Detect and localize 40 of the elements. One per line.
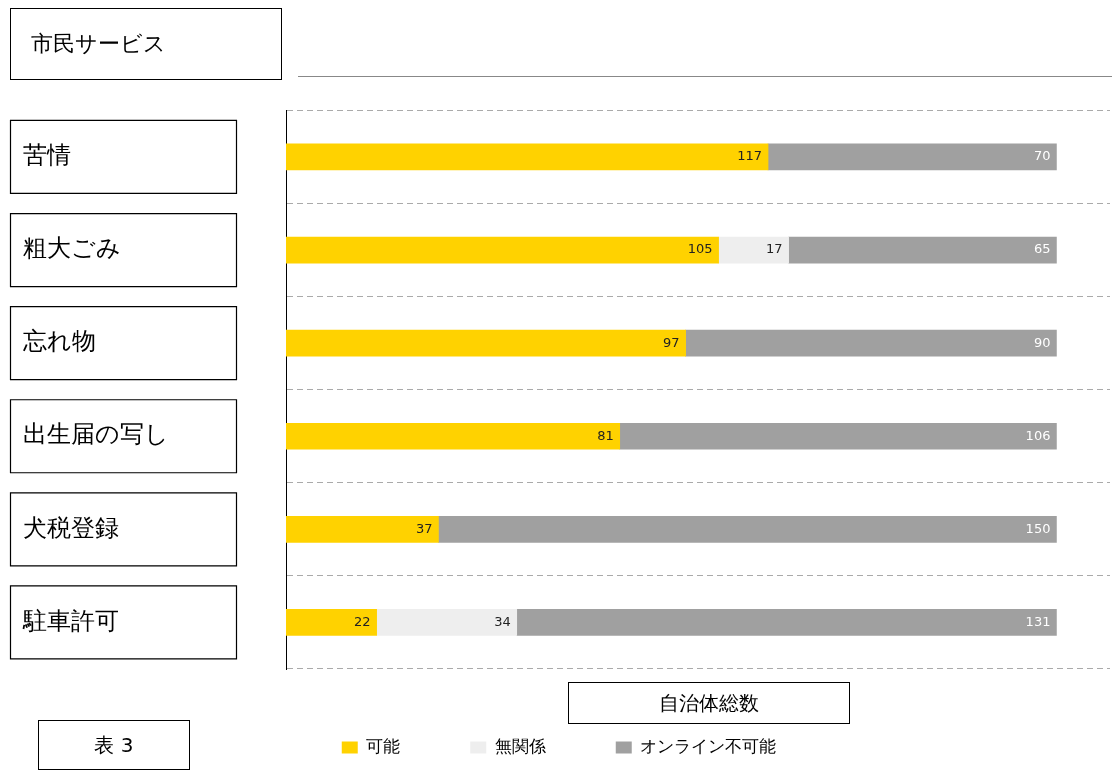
data-label: 131 [1025,613,1051,629]
bar [516,609,1057,636]
y-tick-label: 粗大ごみ [8,234,122,263]
bar [767,143,1057,171]
data-label: 81 [597,427,614,443]
y-tick-label: 駐車許可 [8,606,120,635]
bar [376,609,518,636]
data-label: 65 [1033,241,1051,257]
text: 市民サービス [10,8,282,80]
data-label: 70 [1033,148,1051,164]
bar [286,516,439,543]
text: 表 3 [38,720,190,770]
bar [286,143,769,171]
legend-label: 無関係 [494,735,546,756]
y-tick-label: 出生届の写し [8,420,170,449]
bar [619,422,1057,450]
bar [718,236,789,264]
y-tick-label: 忘れ物 [8,327,97,356]
x-axis-title: 自治体総数 [568,682,850,724]
bar [286,609,377,636]
bar [788,236,1057,264]
data-label: 22 [354,613,371,629]
data-label: 17 [766,241,783,257]
bar [438,516,1057,543]
data-label: 34 [494,613,511,629]
y-tick-label: 犬税登録 [8,513,120,542]
bar [286,422,621,450]
legend-label: 可能 [366,735,401,756]
data-label: 150 [1025,520,1051,536]
data-label: 106 [1025,427,1051,443]
y-tick-label: 苦情 [8,141,72,170]
legend-label: オンライン不可能 [640,735,777,756]
bar [286,329,686,357]
data-label: 37 [415,520,433,536]
bar [286,236,719,264]
data-label: 90 [1033,334,1051,350]
data-label: 105 [687,241,713,257]
bar [685,329,1057,357]
data-label: 117 [737,148,763,164]
data-label: 97 [663,334,680,350]
